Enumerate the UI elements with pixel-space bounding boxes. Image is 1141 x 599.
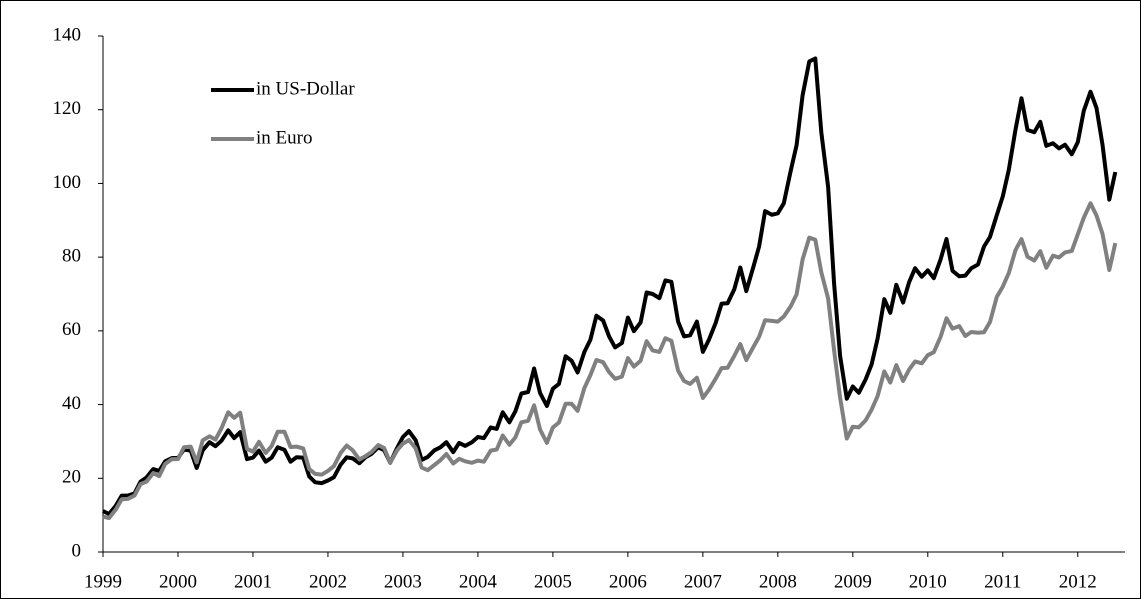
x-tick-label: 2002 [309,571,347,592]
x-tick-label: 2010 [909,571,947,592]
x-tick-label: 2004 [459,571,498,592]
x-tick-label: 2012 [1059,571,1097,592]
x-tick-label: 2008 [759,571,797,592]
y-tick-label: 100 [53,172,82,193]
series-line [102,201,1118,521]
y-tick-label: 0 [72,540,82,561]
y-tick-label: 60 [62,319,81,340]
legend-label: in Euro [256,127,312,148]
x-tick-label: 2006 [609,571,647,592]
x-tick-label: 2009 [834,571,872,592]
legend-label: in US-Dollar [256,78,355,99]
x-tick-label: 2005 [534,571,572,592]
series-line [102,56,1118,516]
y-tick-label: 80 [62,246,81,267]
y-tick-label: 140 [53,24,82,45]
x-tick-label: 2003 [384,571,422,592]
y-tick-label: 20 [62,467,81,488]
x-tick-label: 1999 [84,571,122,592]
y-tick-label: 40 [62,393,81,414]
x-tick-label: 2011 [984,571,1021,592]
x-tick-label: 2007 [684,571,722,592]
x-tick-label: 2001 [234,571,272,592]
x-tick-label: 2000 [159,571,197,592]
y-tick-label: 120 [53,98,82,119]
